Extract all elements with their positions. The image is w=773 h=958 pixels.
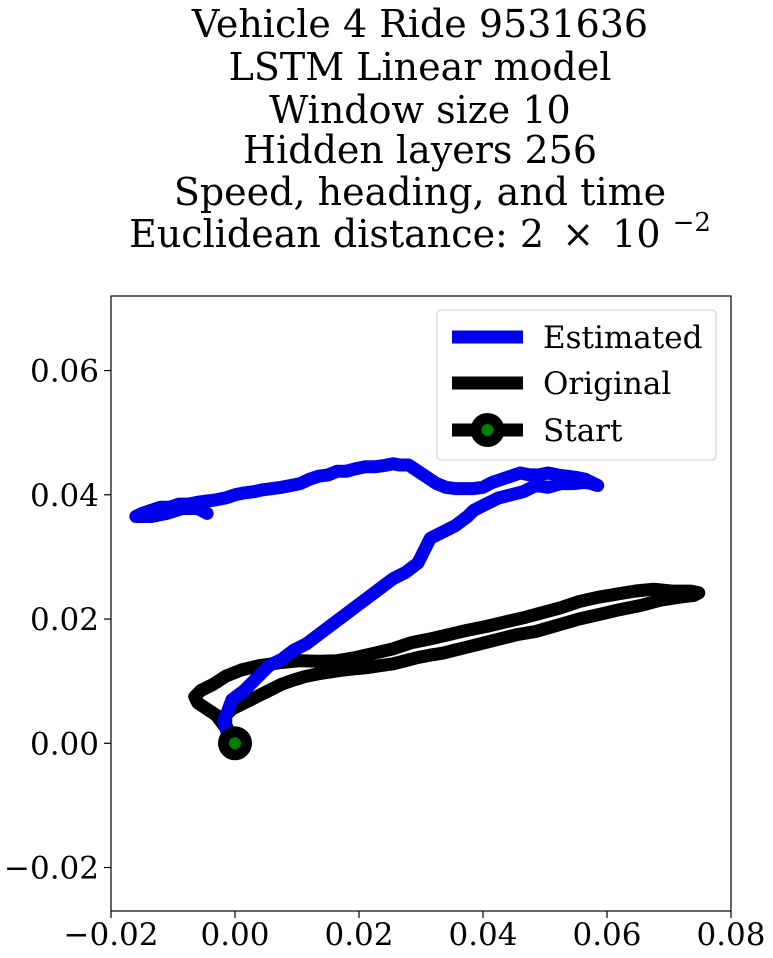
title-distance-base: 10	[612, 212, 660, 256]
series-layer	[129, 457, 706, 761]
series-start-marker	[218, 726, 252, 761]
legend: Estimated Original Start	[436, 309, 717, 461]
axes-layer: −0.02 0.00 0.02 0.04 0.06 0.08 −0.02 0.00 0.02 0.…	[4, 295, 766, 953]
y-tick-label: 0.00	[30, 726, 99, 762]
title-distance-prefix: Euclidean distance: 2	[129, 212, 544, 256]
legend-box	[436, 309, 717, 461]
x-tick-label: 0.02	[324, 917, 393, 953]
title-line-5: Speed, heading, and time	[174, 170, 666, 214]
legend-marker-inner	[481, 424, 494, 436]
series-estimated-line	[129, 457, 605, 750]
legend-entry-estimated: Estimated	[452, 320, 702, 356]
title-line-2: LSTM Linear model	[229, 45, 612, 89]
title-line-1: Vehicle 4 Ride 9531636	[191, 2, 648, 46]
y-tick-label: 0.02	[30, 602, 99, 638]
title-distance-exponent: −2	[673, 208, 711, 238]
x-tick-label: 0.04	[448, 917, 517, 953]
legend-label-start: Start	[543, 413, 623, 449]
title-line-3: Window size 10	[269, 88, 570, 132]
title-distance-times: ×	[562, 212, 594, 256]
title-line-4: Hidden layers 256	[243, 128, 597, 172]
y-tick-label: 0.04	[30, 478, 99, 514]
legend-label-original: Original	[543, 366, 671, 402]
plot-frame	[110, 295, 732, 912]
y-tick-label: −0.02	[4, 851, 99, 887]
chart-title: Vehicle 4 Ride 9531636 LSTM Linear model…	[129, 2, 711, 256]
y-tick-label: 0.06	[30, 354, 99, 390]
series-original-line	[188, 582, 706, 750]
legend-label-estimated: Estimated	[543, 320, 702, 356]
x-tick-label: 0.06	[572, 917, 641, 953]
legend-entry-original: Original	[452, 366, 671, 402]
start-marker-inner	[229, 737, 241, 750]
legend-entry-start: Start	[452, 413, 623, 449]
x-tick-label: −0.02	[64, 917, 159, 953]
title-line-6: Euclidean distance: 2 × 10 −2	[129, 208, 711, 256]
x-tick-label: 0.00	[200, 917, 269, 953]
x-tick-label: 0.08	[696, 917, 765, 953]
